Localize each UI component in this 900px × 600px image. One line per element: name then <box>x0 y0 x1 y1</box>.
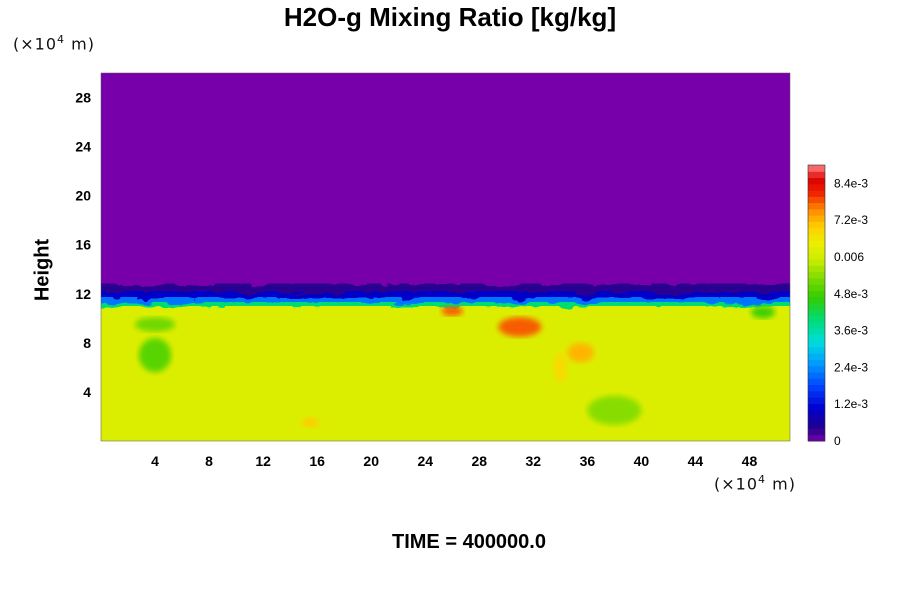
colorbar-swatch <box>808 196 825 204</box>
colorbar-swatch <box>808 397 825 404</box>
y-axis-unit: (×104 m) <box>13 33 95 54</box>
y-tick-label: 4 <box>83 384 91 400</box>
field-patch <box>587 395 642 426</box>
colorbar-swatch <box>808 346 825 354</box>
colorbar-swatch <box>808 259 825 266</box>
y-tick-label: 24 <box>75 139 91 155</box>
colorbar-swatch <box>808 252 825 260</box>
colorbar-swatch <box>808 177 825 185</box>
colorbar-swatch <box>808 372 825 379</box>
colorbar-swatch <box>808 340 825 348</box>
colorbar-swatch <box>808 183 825 191</box>
colorbar-frame <box>807 164 826 442</box>
colorbar-swatch <box>808 321 825 329</box>
y-tick-label: 28 <box>75 90 91 106</box>
colorbar-swatch <box>808 403 825 411</box>
colorbar-label: 4.8e-3 <box>834 287 868 301</box>
x-tick-label: 24 <box>417 453 433 469</box>
x-tick-label: 36 <box>580 453 596 469</box>
colorbar-label: 3.6e-3 <box>834 324 868 338</box>
colorbar-label: 8.4e-3 <box>834 176 868 190</box>
field-patch <box>567 342 595 363</box>
colorbar-swatch <box>808 202 825 210</box>
colorbar-swatch <box>808 334 825 342</box>
field-patch <box>553 352 568 383</box>
plot-frame <box>100 72 791 442</box>
x-tick-label: 20 <box>363 453 379 469</box>
x-tick-label: 12 <box>255 453 271 469</box>
y-tick-label: 16 <box>75 237 91 253</box>
colorbar-swatch <box>808 240 825 248</box>
colorbar-swatch <box>808 284 825 291</box>
field-patch <box>134 317 176 332</box>
colorbar-swatch <box>808 215 825 222</box>
colorbar-swatch <box>808 171 825 179</box>
colorbar-label: 2.4e-3 <box>834 360 868 374</box>
colorbar-label: 7.2e-3 <box>834 213 868 227</box>
x-tick-label: 4 <box>151 453 159 469</box>
colorbar-swatch <box>808 384 825 392</box>
colorbar-swatch <box>808 221 825 229</box>
x-axis-unit: (×104 m) <box>714 473 796 494</box>
colorbar-label: 0 <box>834 434 841 448</box>
colorbar-swatch <box>808 434 825 442</box>
colorbar-swatch <box>808 227 825 235</box>
field-band <box>101 306 790 441</box>
y-tick-label: 20 <box>75 188 91 204</box>
chart-title: H2O-g Mixing Ratio [kg/kg] <box>283 2 617 32</box>
colorbar-swatch <box>808 265 825 273</box>
field-patch <box>498 317 542 337</box>
x-tick-label: 44 <box>688 453 704 469</box>
colorbar-label: 1.2e-3 <box>834 397 868 411</box>
colorbar-swatch <box>808 290 825 298</box>
colorbar-swatch <box>808 277 825 285</box>
time-label: TIME = 400000.0 <box>392 531 546 553</box>
y-tick-label: 12 <box>75 286 91 302</box>
colorbar-swatch <box>808 208 825 216</box>
colorbar-swatch <box>808 353 825 360</box>
colorbar-swatch <box>808 303 825 310</box>
colorbar-swatch <box>808 365 825 373</box>
field-patch <box>750 306 776 319</box>
colorbar-swatch <box>808 315 825 323</box>
colorbar: 0 1.2e-3 2.4e-3 3.6e-3 4.8e-3 0.006 7.2e-3 8.4e… <box>807 164 868 448</box>
mixing-ratio-field <box>101 283 790 441</box>
field-patch <box>138 337 172 373</box>
colorbar-label: 0.006 <box>834 250 864 264</box>
colorbar-swatch <box>808 428 825 436</box>
y-axis-ticks: 4 8 12 16 20 24 28 <box>75 90 91 400</box>
y-tick-label: 8 <box>83 335 91 351</box>
x-tick-label: 16 <box>309 453 325 469</box>
x-tick-label: 40 <box>634 453 650 469</box>
x-tick-label: 48 <box>742 453 758 469</box>
colorbar-swatch <box>808 296 825 304</box>
plot-area <box>101 73 790 441</box>
x-axis-ticks: 4 8 12 16 20 24 28 32 36 40 44 48 <box>151 453 757 469</box>
colorbar-swatch <box>808 390 825 398</box>
colorbar-swatch <box>808 246 825 254</box>
field-patch <box>302 417 319 428</box>
colorbar-swatch <box>808 328 825 335</box>
colorbar-swatch <box>808 190 825 197</box>
colorbar-swatch <box>808 309 825 317</box>
colorbar-swatch <box>808 378 825 386</box>
colorbar-swatch <box>808 359 825 367</box>
colorbar-swatch <box>808 271 825 279</box>
colorbar-swatch <box>808 165 825 172</box>
colorbar-swatch <box>808 234 825 241</box>
colorbar-swatch <box>808 422 825 429</box>
x-tick-label: 8 <box>205 453 213 469</box>
field-patch <box>441 306 464 316</box>
x-tick-label: 32 <box>526 453 542 469</box>
x-tick-label: 28 <box>471 453 487 469</box>
colorbar-swatch <box>808 409 825 417</box>
colorbar-swatch <box>808 415 825 423</box>
